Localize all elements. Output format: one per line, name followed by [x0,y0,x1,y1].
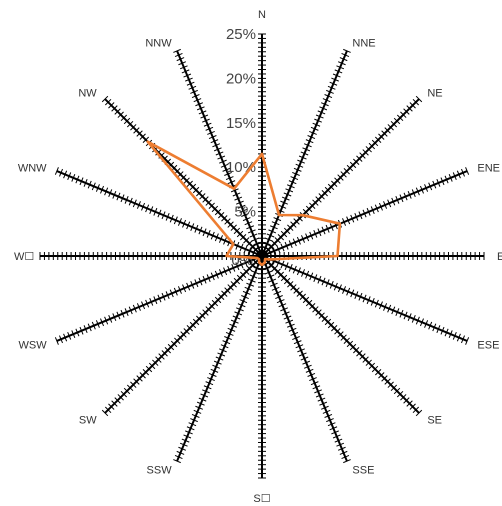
direction-label-ssw: SSW [147,464,173,476]
direction-label-ne: NE [427,88,442,100]
direction-label-se: SE [427,414,442,426]
spokes [39,33,485,479]
radial-tick-label: 0% [231,252,253,269]
center-ring-1 [256,250,268,262]
spoke-6 [261,253,470,345]
spoke-12 [54,253,263,345]
direction-label-ene: ENE [477,163,500,175]
direction-label-nnw: NNW [145,38,172,50]
direction-label-wnw: WNW [18,163,47,175]
direction-label-ese: ESE [477,339,499,351]
direction-label-s: S☐ [253,493,270,505]
direction-label-e: E [497,251,502,263]
spoke-9 [258,256,266,479]
direction-label-sw: SW [79,414,97,426]
center-ring-3 [248,242,276,270]
series-line-1 [146,140,342,267]
direction-label-n: N [258,9,266,21]
direction-label-nw: NW [78,88,97,100]
radial-tick-label: 20% [226,70,256,87]
direction-label-sse: SSE [352,464,374,476]
radial-tick-label: 15% [226,115,256,132]
spoke-14 [54,167,263,259]
radial-tick-label: 25% [226,26,256,43]
spoke-3 [261,95,423,257]
direction-label-nne: NNE [352,38,375,50]
spoke-7 [261,255,423,417]
spoke-8 [259,255,351,464]
spoke-2 [259,48,351,257]
direction-label-wsw: WSW [18,339,47,351]
direction-label-w: W☐ [14,251,34,263]
spoke-13 [39,252,262,260]
direction-labels: N NNE NE ENE E ESE SE SSE S☐ SSW SW WSW W☐ WNW NW NNW [14,9,502,505]
series-layer [146,140,342,267]
spoke-11 [101,255,263,417]
spoke-16 [173,48,265,257]
spoke-4 [261,167,470,259]
spoke-1 [258,33,266,256]
radial-tick-label: 5% [234,204,256,221]
